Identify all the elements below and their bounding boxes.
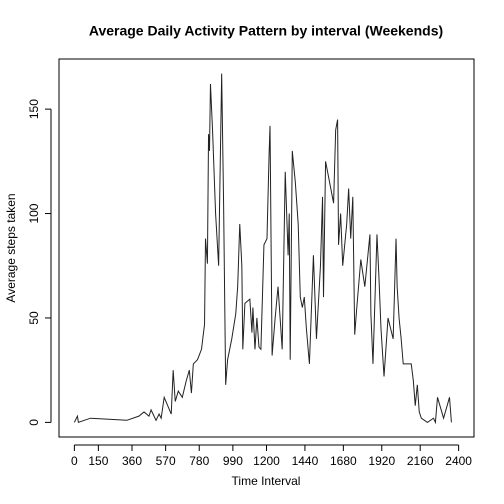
x-tick-label: 990	[223, 454, 243, 468]
y-tick-label: 0	[27, 419, 41, 426]
plot-box	[58, 58, 475, 438]
y-tick-label: 150	[27, 99, 41, 119]
x-tick-label: 0	[71, 454, 78, 468]
x-tick-label: 2400	[445, 454, 472, 468]
data-line	[73, 73, 452, 425]
chart-title: Average Daily Activity Pattern by interv…	[89, 23, 443, 39]
x-tick-label: 150	[88, 454, 108, 468]
y-tick-label: 100	[27, 203, 41, 223]
x-tick-label: 1920	[368, 454, 395, 468]
x-tick-label: 1680	[330, 454, 357, 468]
x-tick-label: 1200	[253, 454, 280, 468]
y-tick-label: 50	[27, 311, 41, 325]
y-axis-label: Average steps taken	[4, 193, 18, 302]
x-tick-label: 780	[189, 454, 209, 468]
x-tick-label: 360	[122, 454, 142, 468]
x-tick-label: 1440	[292, 454, 319, 468]
x-tick-label: 2160	[407, 454, 434, 468]
x-axis-label: Time Interval	[232, 474, 301, 488]
x-tick-label: 570	[156, 454, 176, 468]
